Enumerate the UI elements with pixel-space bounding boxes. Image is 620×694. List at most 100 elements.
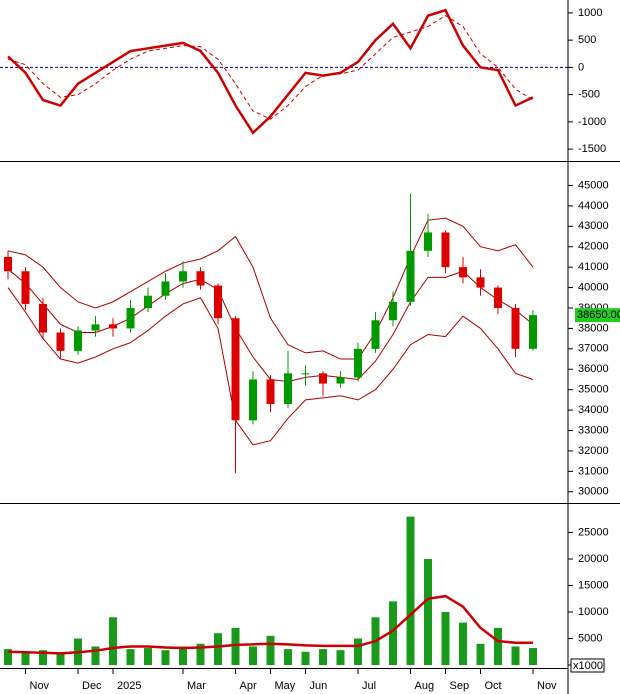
x-tick-label: Mar (187, 680, 206, 692)
volume-bar (91, 646, 100, 665)
last-price-label: 38650.00 (577, 309, 620, 321)
volume-bar (214, 633, 222, 665)
y-tick-label: 20000 (578, 553, 609, 565)
x-tick-label: Nov (30, 680, 50, 692)
x-tick-label: 2025 (117, 680, 141, 692)
volume-bar (319, 649, 327, 665)
candle-body (56, 332, 65, 351)
y-tick-label: 41000 (578, 261, 609, 273)
volume-bar (476, 643, 485, 665)
volume-bar (284, 649, 292, 665)
y-tick-label: 35000 (578, 384, 609, 396)
y-tick-label: 10000 (578, 606, 609, 618)
volume-bar (511, 646, 520, 665)
y-tick-label: 500 (578, 34, 596, 46)
volume-bar (424, 559, 432, 665)
candle-body (109, 324, 117, 329)
candle-body (371, 320, 380, 349)
bollinger-band (7, 217, 534, 360)
y-tick-label: 36000 (578, 363, 609, 375)
x-tick-label: Jul (362, 680, 376, 692)
x-tick-label: Oct (485, 680, 502, 692)
x-tick-label: Dec (82, 680, 102, 692)
y-tick-label: -1500 (578, 143, 606, 155)
candle-body (144, 295, 152, 308)
volume-bar (301, 651, 310, 665)
volume-bar (4, 649, 12, 665)
volume-bar (179, 646, 187, 665)
unit-label: x1000 (573, 660, 603, 672)
candle-body (196, 271, 205, 286)
candle-body (529, 315, 537, 349)
volume-bar (354, 638, 362, 665)
candle-body (494, 287, 502, 308)
y-tick-label: 34000 (578, 404, 609, 416)
candle-body (91, 324, 100, 331)
candle-body (21, 271, 30, 304)
y-tick-label: 44000 (578, 200, 609, 212)
volume-bar (109, 617, 117, 665)
candle-body (301, 373, 310, 375)
unit-box (570, 658, 605, 673)
indicator-line (7, 8, 534, 135)
volume-bar (21, 651, 30, 665)
y-tick-label: 5000 (578, 632, 602, 644)
candle-body (74, 330, 82, 351)
x-tick-label: May (275, 680, 296, 692)
y-tick-label: 45000 (578, 179, 609, 191)
volume-bar (441, 612, 450, 665)
candle-body (319, 373, 327, 384)
x-tick-label: Jun (310, 680, 328, 692)
candle-body (249, 379, 257, 421)
indicator-line (7, 15, 534, 120)
candle-body (39, 303, 47, 333)
candle-body (126, 307, 135, 329)
candle-body (511, 307, 520, 349)
y-tick-label: 15000 (578, 579, 609, 591)
volume-bar (406, 516, 415, 665)
candle-body (284, 373, 292, 404)
x-tick-label: Sep (450, 680, 470, 692)
volume-bar (231, 627, 240, 665)
candle-body (214, 285, 222, 319)
candle-body (336, 377, 345, 384)
y-tick-label: 1000 (578, 7, 602, 19)
volume-bar (144, 648, 152, 665)
x-tick-label: Aug (415, 680, 435, 692)
volume-bar (196, 643, 205, 665)
y-tick-label: -500 (578, 89, 600, 101)
candle-body (231, 318, 240, 421)
candle-body (354, 348, 362, 378)
y-tick-label: 43000 (578, 220, 609, 232)
volume-ma (7, 594, 533, 655)
volume-bar (39, 650, 47, 665)
candle-body (441, 232, 450, 268)
x-tick-label: Nov (537, 680, 557, 692)
volume-bar (336, 650, 345, 665)
volume-bar (56, 653, 65, 665)
y-tick-label: 0 (578, 61, 584, 73)
y-tick-label: -1000 (578, 116, 606, 128)
y-tick-label: 33000 (578, 424, 609, 436)
volume-bar (249, 646, 257, 665)
last-price-box (575, 308, 620, 323)
candle-body (424, 232, 432, 251)
y-tick-label: 25000 (578, 526, 609, 538)
candle-body (389, 301, 397, 321)
candle-body (476, 277, 485, 288)
volume-bar (266, 635, 275, 665)
volume-bar (126, 649, 135, 665)
candle-body (161, 281, 170, 296)
volume-bar (529, 648, 537, 665)
x-tick-label: Apr (240, 680, 257, 692)
y-tick-label: 37000 (578, 343, 609, 355)
y-tick-label: 32000 (578, 445, 609, 457)
candle-body (406, 250, 415, 302)
bollinger-band (7, 287, 534, 446)
y-tick-label: 42000 (578, 241, 609, 253)
y-tick-label: 30000 (578, 486, 609, 498)
candle-body (4, 256, 12, 272)
